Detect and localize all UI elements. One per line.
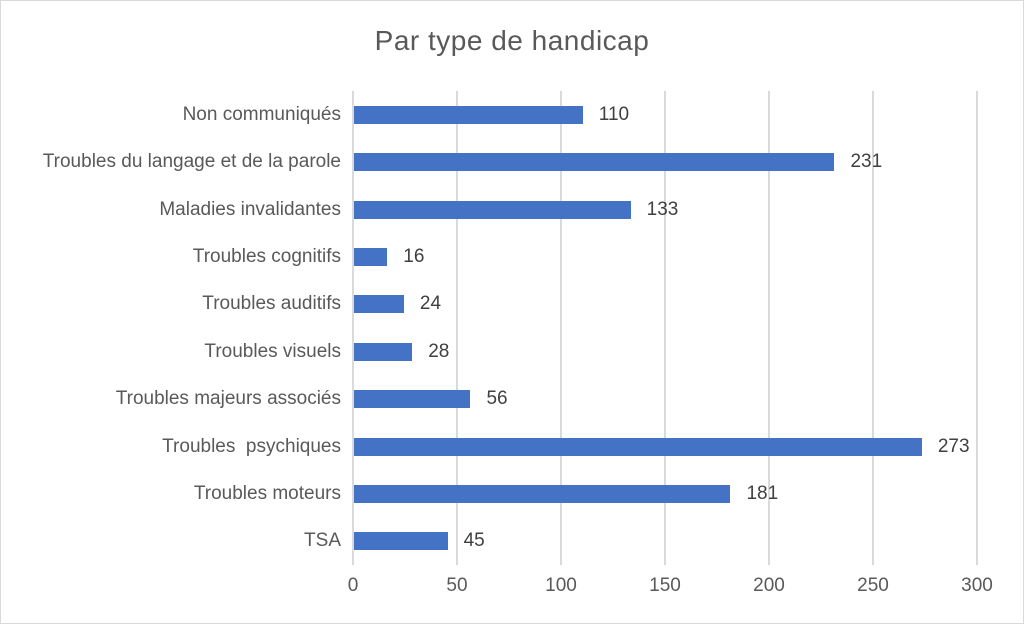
gridline bbox=[872, 91, 874, 565]
category-label: Troubles visuels bbox=[204, 340, 341, 362]
value-label: 56 bbox=[486, 388, 508, 410]
category-label: Troubles majeurs associés bbox=[115, 388, 341, 410]
x-axis-tick-label: 100 bbox=[545, 575, 577, 596]
category-label: Troubles psychiques bbox=[162, 435, 341, 457]
value-label: 273 bbox=[937, 435, 970, 457]
value-label: 181 bbox=[746, 482, 779, 504]
x-axis-tick-label: 50 bbox=[446, 575, 468, 596]
value-label: 133 bbox=[646, 198, 679, 220]
value-label: 16 bbox=[403, 245, 425, 267]
category-label: Troubles moteurs bbox=[193, 482, 341, 504]
x-axis-tick-label: 300 bbox=[961, 575, 993, 596]
bar bbox=[354, 532, 448, 551]
x-axis-tick-label: 0 bbox=[347, 575, 359, 596]
value-label: 231 bbox=[850, 151, 883, 173]
value-label: 45 bbox=[463, 530, 485, 552]
gridline bbox=[976, 91, 978, 565]
x-axis-tick-label: 200 bbox=[753, 575, 785, 596]
category-label: TSA bbox=[304, 530, 341, 552]
bar bbox=[354, 200, 631, 219]
bar bbox=[354, 390, 471, 409]
chart-title: Par type de handicap bbox=[374, 25, 650, 56]
category-label: Troubles cognitifs bbox=[192, 245, 341, 267]
y-axis-line bbox=[352, 91, 354, 565]
bar bbox=[354, 247, 388, 266]
gridline bbox=[664, 91, 666, 565]
gridline bbox=[768, 91, 770, 565]
gridline bbox=[456, 91, 458, 565]
category-label: Troubles du langage et de la parole bbox=[42, 151, 341, 173]
bar bbox=[354, 153, 835, 172]
bar bbox=[354, 342, 413, 361]
x-axis-tick-label: 250 bbox=[857, 575, 889, 596]
category-label: Troubles auditifs bbox=[202, 293, 341, 315]
bar bbox=[354, 105, 583, 124]
category-label: Maladies invalidantes bbox=[159, 198, 341, 220]
value-label: 28 bbox=[428, 340, 450, 362]
x-axis-tick-label: 150 bbox=[649, 575, 681, 596]
value-label: 24 bbox=[419, 293, 442, 315]
category-label: Non communiqués bbox=[182, 103, 341, 125]
bar bbox=[354, 295, 404, 314]
bar bbox=[354, 484, 731, 503]
value-label: 110 bbox=[598, 103, 630, 125]
bar bbox=[354, 437, 922, 456]
gridline bbox=[560, 91, 562, 565]
